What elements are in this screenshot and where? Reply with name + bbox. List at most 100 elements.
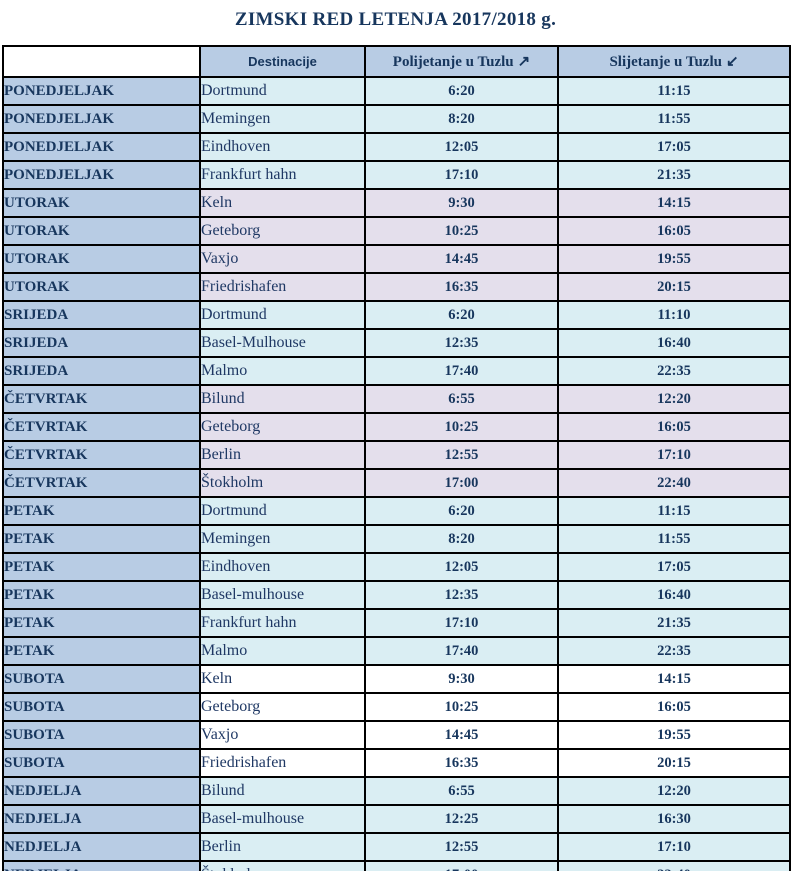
timetable-body: PONEDJELJAK Dortmund 6:20 11:15 PONEDJELJAK M… [2,76,791,871]
destination-cell: Bilund [199,776,366,806]
departure-cell: 12:25 [364,804,559,834]
departure-cell: 10:25 [364,412,559,442]
table-row: PONEDJELJAK Frankfurt hahn 17:10 21:35 [2,160,791,190]
arrival-cell: 22:40 [557,468,791,498]
departure-cell: 12:55 [364,440,559,470]
arrival-cell: 16:30 [557,804,791,834]
destination-cell: Berlin [199,832,366,862]
arrival-cell: 16:40 [557,580,791,610]
table-row: PONEDJELJAK Memingen 8:20 11:55 [2,104,791,134]
table-row: SUBOTA Vaxjo 14:45 19:55 [2,720,791,750]
destination-cell: Vaxjo [199,244,366,274]
day-cell: PONEDJELJAK [2,104,201,134]
arrival-cell: 11:15 [557,76,791,106]
arrival-cell: 20:15 [557,272,791,302]
table-row: UTORAK Keln 9:30 14:15 [2,188,791,218]
day-cell: PONEDJELJAK [2,132,201,162]
arrival-cell: 17:10 [557,832,791,862]
destination-cell: Geteborg [199,692,366,722]
table-row: PETAK Dortmund 6:20 11:15 [2,496,791,526]
day-cell: PETAK [2,580,201,610]
departure-cell: 12:35 [364,580,559,610]
arrival-cell: 16:05 [557,692,791,722]
arrival-cell: 14:15 [557,188,791,218]
day-cell: PONEDJELJAK [2,160,201,190]
table-row: PETAK Frankfurt hahn 17:10 21:35 [2,608,791,638]
landing-arrow-icon: ↙ [725,54,739,70]
flight-timetable: Destinacije Polijetanje u Tuzlu ↗ Slijeta… [2,45,791,871]
day-cell: SRIJEDA [2,328,201,358]
table-row: PETAK Basel-mulhouse 12:35 16:40 [2,580,791,610]
departure-cell: 9:30 [364,188,559,218]
column-header-departure: Polijetanje u Tuzlu ↗ [364,45,559,78]
arrival-cell: 17:05 [557,132,791,162]
day-cell: NEDJELJA [2,860,201,871]
departure-cell: 8:20 [364,524,559,554]
table-row: PETAK Memingen 8:20 11:55 [2,524,791,554]
departure-cell: 6:20 [364,76,559,106]
table-row: NEDJELJA Bilund 6:55 12:20 [2,776,791,806]
destination-cell: Malmo [199,356,366,386]
corner-blank-cell [2,45,201,78]
destination-cell: Memingen [199,104,366,134]
departure-cell: 6:20 [364,300,559,330]
table-row: ČETVRTAK Štokholm 17:00 22:40 [2,468,791,498]
destination-cell: Eindhoven [199,552,366,582]
departure-header-label: Polijetanje u Tuzlu [392,54,514,70]
day-cell: UTORAK [2,244,201,274]
departure-cell: 12:55 [364,832,559,862]
table-row: PONEDJELJAK Eindhoven 12:05 17:05 [2,132,791,162]
destination-cell: Keln [199,664,366,694]
header-row: Destinacije Polijetanje u Tuzlu ↗ Slijeta… [2,45,791,78]
table-row: SRIJEDA Malmo 17:40 22:35 [2,356,791,386]
departure-cell: 17:00 [364,860,559,871]
departure-cell: 8:20 [364,104,559,134]
destination-cell: Geteborg [199,412,366,442]
arrival-cell: 12:20 [557,776,791,806]
arrival-cell: 12:20 [557,384,791,414]
destination-cell: Berlin [199,440,366,470]
arrival-cell: 16:05 [557,216,791,246]
arrival-cell: 22:40 [557,860,791,871]
arrival-header-label: Slijetanje u Tuzlu [609,54,722,70]
departure-cell: 16:35 [364,748,559,778]
departure-cell: 16:35 [364,272,559,302]
table-row: ČETVRTAK Berlin 12:55 17:10 [2,440,791,470]
destination-cell: Štokholm [199,860,366,871]
departure-cell: 10:25 [364,692,559,722]
departure-cell: 12:35 [364,328,559,358]
destination-cell: Memingen [199,524,366,554]
departure-cell: 17:10 [364,160,559,190]
arrival-cell: 20:15 [557,748,791,778]
departure-cell: 12:05 [364,552,559,582]
arrival-cell: 11:55 [557,524,791,554]
day-cell: NEDJELJA [2,776,201,806]
table-row: SUBOTA Keln 9:30 14:15 [2,664,791,694]
table-row: PONEDJELJAK Dortmund 6:20 11:15 [2,76,791,106]
table-row: UTORAK Geteborg 10:25 16:05 [2,216,791,246]
destination-cell: Dortmund [199,300,366,330]
day-cell: NEDJELJA [2,804,201,834]
table-row: UTORAK Friedrishafen 16:35 20:15 [2,272,791,302]
departure-cell: 17:00 [364,468,559,498]
arrival-cell: 19:55 [557,720,791,750]
takeoff-arrow-icon: ↗ [517,54,531,70]
destination-cell: Frankfurt hahn [199,608,366,638]
departure-cell: 12:05 [364,132,559,162]
destination-cell: Keln [199,188,366,218]
arrival-cell: 19:55 [557,244,791,274]
destination-cell: Bilund [199,384,366,414]
day-cell: PETAK [2,524,201,554]
day-cell: ČETVRTAK [2,384,201,414]
departure-cell: 6:55 [364,384,559,414]
departure-cell: 17:10 [364,608,559,638]
departure-cell: 14:45 [364,720,559,750]
day-cell: NEDJELJA [2,832,201,862]
arrival-cell: 22:35 [557,356,791,386]
table-row: SRIJEDA Basel-Mulhouse 12:35 16:40 [2,328,791,358]
departure-cell: 10:25 [364,216,559,246]
destination-header-label: Destinacije [248,54,317,69]
day-cell: SRIJEDA [2,356,201,386]
arrival-cell: 17:05 [557,552,791,582]
